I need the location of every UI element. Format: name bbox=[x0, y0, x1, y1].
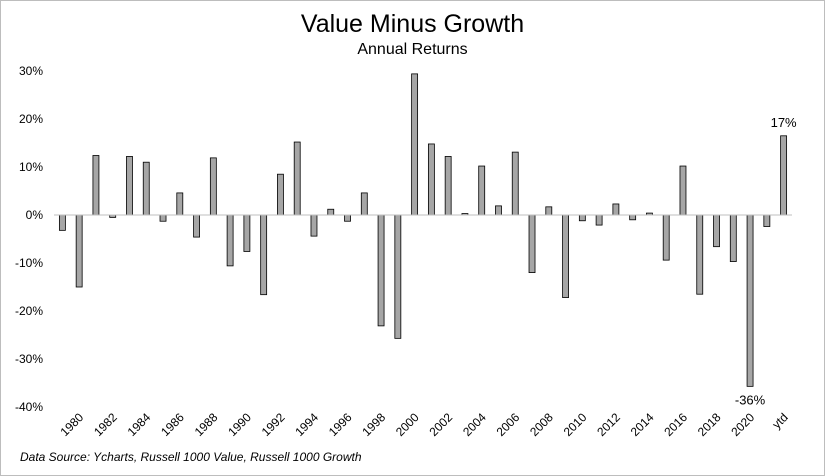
data-label: 17% bbox=[771, 115, 797, 130]
x-tick-label: 1992 bbox=[259, 410, 288, 439]
x-tick-label: 1984 bbox=[125, 410, 154, 439]
bar bbox=[713, 214, 720, 248]
x-tick-label: 2002 bbox=[426, 410, 455, 439]
data-label: -36% bbox=[735, 392, 766, 407]
bar bbox=[495, 205, 502, 216]
x-tick-label: 2004 bbox=[460, 410, 489, 439]
x-tick-label: 2020 bbox=[728, 410, 757, 439]
bar bbox=[578, 214, 586, 222]
bar bbox=[696, 214, 704, 295]
bar bbox=[360, 192, 368, 216]
bar bbox=[176, 192, 184, 216]
bar bbox=[394, 214, 402, 339]
bar bbox=[746, 214, 754, 387]
bar bbox=[344, 214, 351, 222]
bar bbox=[92, 155, 100, 216]
x-tick-label: 1996 bbox=[326, 410, 355, 439]
x-tick-label: 2010 bbox=[561, 410, 590, 439]
x-tick-label: 2016 bbox=[661, 410, 690, 439]
bar bbox=[75, 214, 83, 288]
bar bbox=[243, 214, 251, 252]
x-tick-label: 2006 bbox=[494, 410, 523, 439]
x-tick-label: 1982 bbox=[91, 410, 120, 439]
bar bbox=[478, 165, 486, 216]
x-tick-label: 1994 bbox=[292, 410, 321, 439]
bar bbox=[226, 214, 234, 267]
x-tick-label: 1990 bbox=[225, 410, 254, 439]
bar bbox=[444, 156, 452, 216]
chart-title: Value Minus Growth bbox=[300, 10, 525, 38]
bar bbox=[612, 203, 620, 216]
bar bbox=[159, 214, 167, 222]
bar bbox=[427, 143, 435, 216]
bar bbox=[679, 165, 687, 216]
x-tick-label: 1980 bbox=[57, 410, 86, 439]
y-tick-label: 10% bbox=[19, 160, 43, 174]
y-tick-label: 30% bbox=[19, 64, 43, 78]
bar bbox=[562, 214, 569, 298]
x-tick-label: 1986 bbox=[158, 410, 187, 439]
data-source-note: Data Source: Ycharts, Russell 1000 Value… bbox=[20, 450, 362, 464]
bar bbox=[545, 206, 553, 216]
chart-subtitle: Annual Returns bbox=[357, 41, 468, 58]
y-tick-label: -10% bbox=[15, 256, 43, 270]
x-tick-label: 2018 bbox=[695, 410, 724, 439]
bar bbox=[260, 214, 268, 296]
bar bbox=[629, 214, 637, 221]
bar bbox=[310, 214, 318, 237]
x-tick-label: 1998 bbox=[359, 410, 388, 439]
bar bbox=[729, 214, 737, 262]
bar bbox=[277, 173, 284, 216]
y-tick-label: -40% bbox=[15, 400, 43, 414]
x-tick-label: ytd bbox=[770, 410, 791, 431]
bar bbox=[528, 214, 536, 273]
bar bbox=[511, 151, 519, 216]
bar bbox=[293, 141, 301, 216]
bar bbox=[126, 156, 133, 216]
bar bbox=[209, 157, 217, 216]
bar bbox=[662, 214, 670, 261]
bar bbox=[377, 214, 385, 327]
y-tick-label: 20% bbox=[19, 112, 43, 126]
y-tick-label: 0% bbox=[26, 208, 44, 222]
bar bbox=[142, 161, 150, 216]
x-tick-label: 2012 bbox=[594, 410, 623, 439]
bar bbox=[595, 214, 603, 226]
x-tick-label: 2000 bbox=[393, 410, 422, 439]
x-tick-label: 2008 bbox=[527, 410, 556, 439]
y-tick-label: -20% bbox=[15, 304, 43, 318]
bar bbox=[780, 135, 788, 216]
bar bbox=[763, 214, 771, 227]
bar bbox=[327, 208, 335, 216]
y-tick-label: -30% bbox=[15, 352, 43, 366]
bar bbox=[193, 214, 200, 238]
bar bbox=[58, 214, 66, 231]
x-tick-label: 1988 bbox=[192, 410, 221, 439]
bar bbox=[411, 73, 419, 216]
x-tick-label: 2014 bbox=[628, 410, 657, 439]
